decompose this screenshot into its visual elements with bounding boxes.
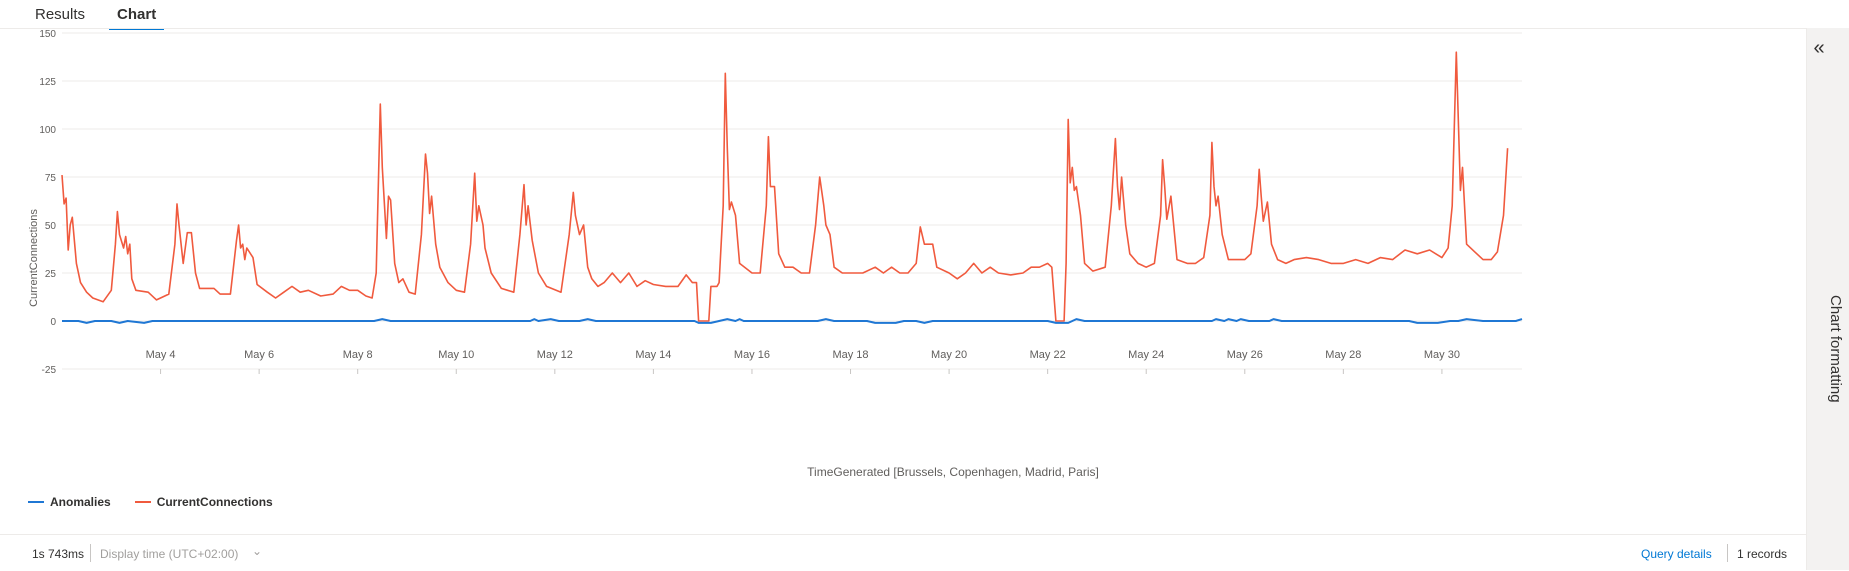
status-divider (1727, 544, 1728, 562)
chart-formatting-panel[interactable] (1806, 28, 1849, 570)
tab-chart[interactable]: Chart (108, 0, 165, 30)
x-tick-label: May 30 (1424, 349, 1460, 361)
y-tick-label: 150 (39, 29, 56, 40)
x-axis-ticks: May 4 May 6 May 8 May 10 May 12 May 14 May 16 M… (146, 349, 1460, 374)
y-tick-label: 100 (39, 125, 56, 136)
y-tick-label: 0 (50, 317, 56, 328)
legend-label-currentconnections: CurrentConnections (156, 495, 273, 509)
y-tick-label: -25 (42, 365, 57, 376)
x-tick-label: May 8 (343, 349, 373, 361)
x-tick-label: May 22 (1030, 349, 1066, 361)
line-chart: 150 125 100 75 50 25 0 -25 May 4 May 6 May 8 May 1… (28, 29, 1523, 479)
y-tick-label: 50 (45, 221, 57, 232)
x-axis-label: TimeGenerated [Brussels, Copenhagen, Mad… (807, 465, 1099, 479)
y-tick-label: 125 (39, 77, 56, 88)
y-tick-label: 75 (45, 173, 57, 184)
double-chevron-left-icon[interactable]: « (1813, 37, 1825, 59)
query-duration: 1s 743ms (32, 547, 85, 561)
tab-results[interactable]: Results (35, 6, 86, 23)
records-count: 1 records (1737, 547, 1788, 561)
x-tick-label: May 18 (832, 349, 868, 361)
y-axis-ticks: 150 125 100 75 50 25 0 -25 (39, 29, 56, 376)
display-time-dropdown[interactable]: Display time (UTC+02:00) (100, 547, 239, 561)
status-bar: 1s 743ms Display time (UTC+02:00) ⌄ Quer… (0, 534, 1806, 571)
tab-divider (0, 28, 1806, 29)
chart-grid (62, 32, 1522, 370)
chevron-down-icon[interactable]: ⌄ (252, 544, 263, 558)
tab-bar: Results Chart (0, 0, 165, 30)
legend-swatch-currentconnections (134, 501, 151, 503)
legend-item-anomalies[interactable]: Anomalies (28, 495, 111, 509)
x-tick-label: May 6 (244, 349, 274, 361)
x-tick-label: May 16 (734, 349, 770, 361)
x-tick-label: May 24 (1128, 349, 1164, 361)
legend-label-anomalies: Anomalies (50, 495, 111, 509)
x-tick-label: May 12 (537, 349, 573, 361)
x-tick-label: May 26 (1227, 349, 1263, 361)
status-divider (90, 544, 91, 562)
x-tick-label: May 4 (146, 349, 176, 361)
x-tick-label: May 28 (1325, 349, 1361, 361)
y-axis-label: CurrentConnections (28, 209, 40, 307)
chart-legend: Anomalies CurrentConnections (28, 495, 273, 509)
series-line-anomalies (62, 318, 1523, 324)
legend-swatch-anomalies (28, 501, 44, 503)
chart-formatting-label[interactable]: Chart formatting (1827, 295, 1844, 403)
y-tick-label: 25 (45, 269, 57, 280)
legend-item-currentconnections[interactable]: CurrentConnections (134, 495, 273, 509)
chart-series (61, 51, 1523, 324)
x-tick-label: May 10 (438, 349, 474, 361)
series-line-currentconnections (61, 51, 1509, 322)
x-tick-label: May 14 (635, 349, 671, 361)
query-details-link[interactable]: Query details (1641, 547, 1712, 561)
x-tick-label: May 20 (931, 349, 967, 361)
